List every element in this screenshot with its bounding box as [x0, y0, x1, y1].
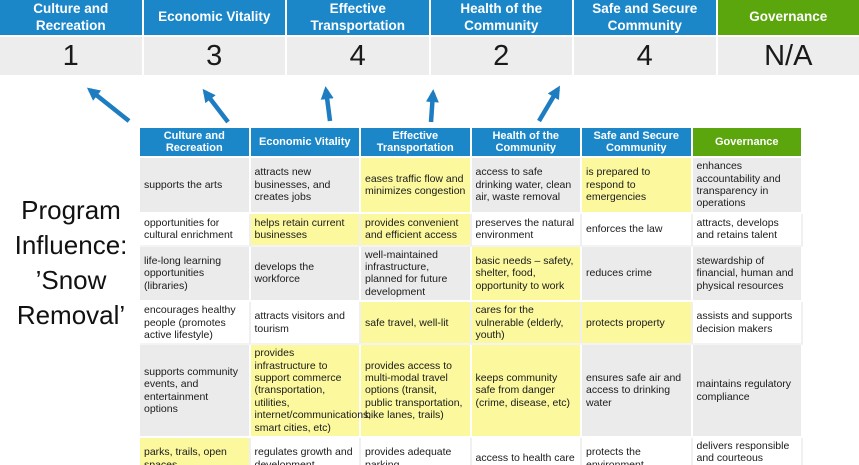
summary-header-health-of-the-community: Health of the Community — [430, 0, 572, 35]
matrix-cell-highlighted: eases traffic flow and minimizes congest… — [361, 158, 472, 214]
score-value: N/A — [764, 39, 813, 72]
matrix-cell: assists and supports decision makers — [692, 302, 803, 346]
score-effective-transportation: 4 — [287, 37, 429, 75]
summary-header-culture-and-recreation: Culture and Recreation — [0, 0, 142, 35]
matrix-cell: life-long learning opportunities (librar… — [140, 246, 251, 303]
matrix-cell: attracts new businesses, and creates job… — [250, 158, 361, 214]
matrix-cell: access to safe drinking water, clean air… — [471, 158, 582, 214]
matrix-cell: enhances accountability and transparency… — [692, 158, 803, 214]
summary-header-economic-vitality: Economic Vitality — [143, 0, 285, 35]
matrix-cell: well-maintained infrastructure, planned … — [361, 246, 472, 303]
matrix-cell-highlighted: helps retain current businesses — [250, 213, 361, 247]
matrix-cell: supports community events, and entertain… — [140, 345, 251, 438]
matrix-cell-highlighted: protects property — [582, 302, 693, 346]
up-arrow-icon — [425, 89, 439, 123]
program-label-line: Program — [21, 195, 121, 225]
score-value: 4 — [636, 39, 653, 72]
matrix-row: supports community events, and entertain… — [140, 345, 803, 438]
matrix-header-safe-and-secure-community: Safe and Secure Community — [582, 128, 693, 159]
matrix-cell: provides adequate parking — [361, 437, 472, 465]
score-culture-and-recreation: 1 — [0, 37, 142, 75]
influence-arrows — [86, 85, 560, 124]
score-value: 2 — [493, 39, 510, 72]
program-label-line: ’Snow — [35, 265, 107, 295]
summary-header-label: Culture and Recreation — [33, 0, 109, 33]
matrix-header-row: Culture and Recreation Economic Vitality… — [140, 128, 803, 159]
matrix-cell: ensures safe air and access to drinking … — [582, 345, 693, 438]
summary-header-label: Health of the Community — [460, 0, 543, 33]
summary-header-label: Effective Transportation — [310, 0, 405, 33]
matrix-cell: attracts, develops and retains talent — [692, 213, 803, 247]
summary-score-row: 1 3 4 2 4 N/A — [0, 37, 859, 75]
matrix-cell: access to health care — [471, 437, 582, 465]
matrix-header-health-of-the-community: Health of the Community — [471, 128, 582, 159]
matrix-cell: maintains regulatory compliance — [692, 345, 803, 438]
up-left-arrow-icon — [86, 87, 131, 123]
matrix-cell-highlighted: keeps community safe from danger (crime,… — [471, 345, 582, 438]
summary-header-governance: Governance — [717, 0, 859, 35]
matrix-cell: stewardship of financial, human and phys… — [692, 246, 803, 303]
summary-header-label: Safe and Secure Community — [592, 0, 698, 33]
score-health-of-the-community: 2 — [430, 37, 572, 75]
matrix-cell: opportunities for cultural enrichment — [140, 213, 251, 247]
influence-matrix-table: Culture and Recreation Economic Vitality… — [140, 128, 803, 465]
summary-header-safe-and-secure-community: Safe and Secure Community — [574, 0, 716, 35]
matrix-cell-highlighted: cares for the vulnerable (elderly, youth… — [471, 302, 582, 346]
matrix-cell: reduces crime — [582, 246, 693, 303]
matrix-header-economic-vitality: Economic Vitality — [250, 128, 361, 159]
matrix-cell-highlighted: provides access to multi-modal travel op… — [361, 345, 472, 438]
score-value: 4 — [349, 39, 366, 72]
matrix-row: supports the arts attracts new businesse… — [140, 158, 803, 214]
matrix-cell: supports the arts — [140, 158, 251, 214]
matrix-cell: develops the workforce — [250, 246, 361, 303]
up-left-arrow-icon — [202, 88, 230, 124]
matrix-row: encourages healthy people (promotes acti… — [140, 302, 803, 346]
score-value: 3 — [206, 39, 223, 72]
matrix-cell-highlighted: provides infrastructure to support comme… — [250, 345, 371, 438]
program-influence-label: Program Influence: ’Snow Removal’ — [0, 193, 142, 333]
matrix-header-governance: Governance — [692, 128, 803, 159]
summary-header-label: Economic Vitality — [158, 9, 271, 25]
summary-header-label: Governance — [749, 9, 828, 25]
program-label-line: Influence: — [14, 230, 128, 260]
up-arrow-icon — [320, 86, 334, 122]
matrix-row: opportunities for cultural enrichment he… — [140, 213, 803, 247]
matrix-cell: preserves the natural environment — [471, 213, 582, 247]
matrix-header-effective-transportation: Effective Transportation — [361, 128, 472, 159]
matrix-cell: encourages healthy people (promotes acti… — [140, 302, 251, 346]
matrix-cell-highlighted: is prepared to respond to emergencies — [582, 158, 693, 214]
matrix-row: life-long learning opportunities (librar… — [140, 246, 803, 303]
matrix-cell: attracts visitors and tourism — [250, 302, 361, 346]
up-right-arrow-icon — [537, 85, 560, 123]
matrix-cell: protects the environment — [582, 437, 693, 465]
matrix-cell: regulates growth and development — [250, 437, 361, 465]
score-governance: N/A — [717, 37, 859, 75]
score-value: 1 — [62, 39, 79, 72]
matrix-cell-highlighted: provides convenient and efficient access — [361, 213, 472, 247]
matrix-cell: enforces the law — [582, 213, 693, 247]
matrix-cell-highlighted: parks, trails, open spaces — [140, 437, 251, 465]
matrix-cell-highlighted: basic needs – safety, shelter, food, opp… — [471, 246, 582, 303]
summary-header-effective-transportation: Effective Transportation — [287, 0, 429, 35]
summary-header-band: Culture and Recreation Economic Vitality… — [0, 0, 859, 35]
score-safe-and-secure-community: 4 — [574, 37, 716, 75]
program-label-line: Removal’ — [16, 300, 126, 330]
matrix-cell: delivers responsible and courteous servi… — [692, 437, 803, 465]
matrix-header-culture-and-recreation: Culture and Recreation — [140, 128, 251, 159]
matrix-row: parks, trails, open spaces regulates gro… — [140, 437, 803, 465]
score-economic-vitality: 3 — [143, 37, 285, 75]
matrix-cell-highlighted: safe travel, well-lit — [361, 302, 472, 346]
